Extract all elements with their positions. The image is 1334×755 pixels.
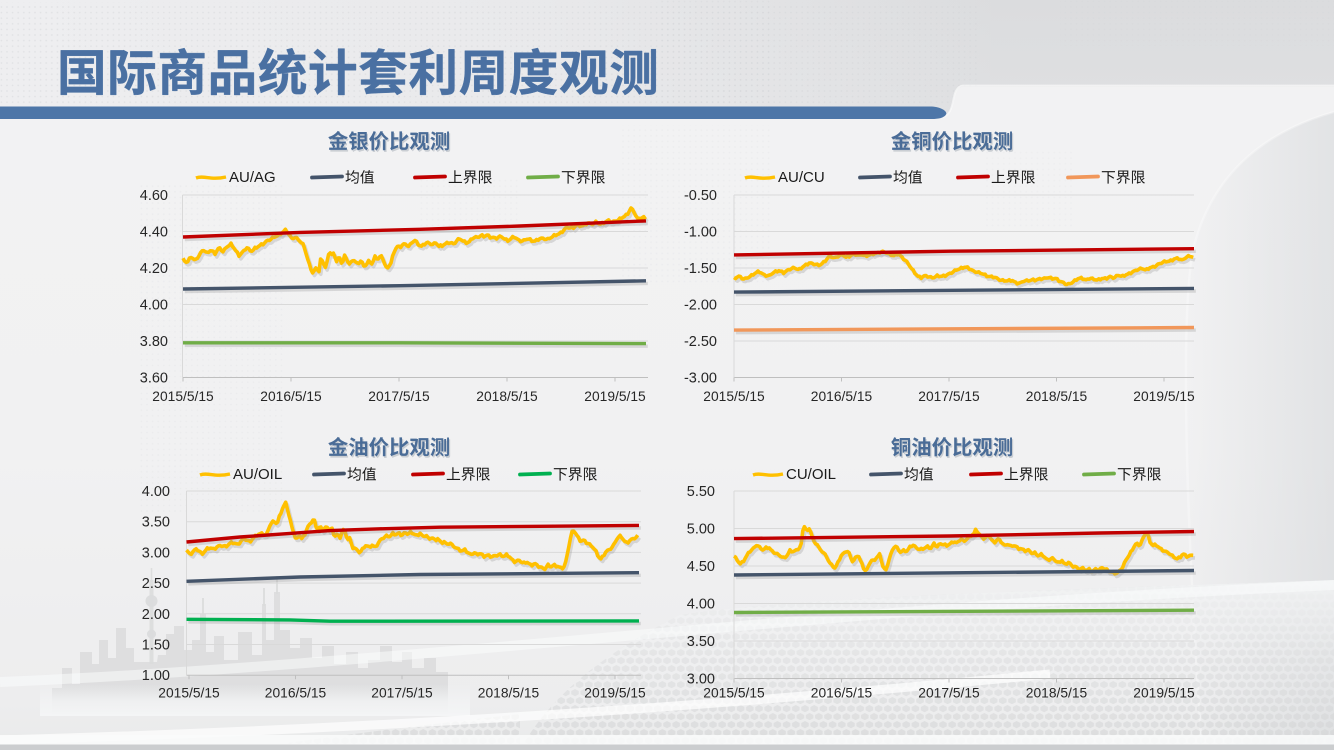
svg-text:4.20: 4.20 [140, 261, 168, 277]
svg-text:2015/5/15: 2015/5/15 [703, 686, 765, 701]
svg-text:2015/5/15: 2015/5/15 [703, 389, 765, 404]
svg-text:2019/5/15: 2019/5/15 [1133, 686, 1195, 701]
svg-text:2015/5/15: 2015/5/15 [152, 389, 214, 404]
svg-text:2019/5/15: 2019/5/15 [1133, 389, 1195, 404]
svg-text:3.50: 3.50 [687, 634, 715, 650]
svg-text:-1.50: -1.50 [684, 261, 717, 277]
svg-text:1.00: 1.00 [142, 668, 170, 684]
svg-text:2018/5/15: 2018/5/15 [1026, 686, 1088, 701]
svg-text:4.00: 4.00 [140, 298, 168, 314]
svg-text:-3.00: -3.00 [684, 371, 717, 387]
svg-text:2017/5/15: 2017/5/15 [368, 389, 430, 404]
svg-text:1.50: 1.50 [142, 638, 170, 654]
svg-text:2016/5/15: 2016/5/15 [811, 389, 873, 404]
svg-text:3.50: 3.50 [142, 515, 170, 531]
svg-text:2017/5/15: 2017/5/15 [918, 686, 980, 701]
svg-text:2.00: 2.00 [142, 607, 170, 623]
svg-text:2016/5/15: 2016/5/15 [811, 686, 873, 701]
svg-text:-2.50: -2.50 [684, 334, 717, 350]
svg-text:4.00: 4.00 [687, 597, 715, 613]
svg-text:2019/5/15: 2019/5/15 [584, 389, 646, 404]
svg-text:-0.50: -0.50 [684, 188, 717, 204]
svg-text:2015/5/15: 2015/5/15 [158, 686, 220, 701]
svg-text:4.40: 4.40 [140, 225, 168, 241]
svg-text:3.80: 3.80 [140, 334, 168, 350]
svg-text:-1.00: -1.00 [684, 225, 717, 241]
svg-text:2018/5/15: 2018/5/15 [478, 686, 540, 701]
svg-text:2017/5/15: 2017/5/15 [371, 686, 433, 701]
svg-text:CU/OIL: CU/OIL [786, 466, 836, 483]
svg-text:3.00: 3.00 [142, 545, 170, 561]
svg-text:2016/5/15: 2016/5/15 [265, 686, 327, 701]
svg-text:2.50: 2.50 [142, 576, 170, 592]
svg-text:5.00: 5.00 [687, 522, 715, 538]
svg-text:-2.00: -2.00 [684, 298, 717, 314]
svg-text:2019/5/15: 2019/5/15 [584, 686, 646, 701]
svg-text:4.50: 4.50 [687, 559, 715, 575]
svg-text:3.00: 3.00 [687, 672, 715, 688]
svg-text:AU/OIL: AU/OIL [233, 466, 282, 483]
svg-text:4.00: 4.00 [142, 484, 170, 500]
svg-text:AU/AG: AU/AG [229, 169, 276, 186]
svg-text:2016/5/15: 2016/5/15 [260, 389, 322, 404]
svg-text:AU/CU: AU/CU [778, 169, 825, 186]
svg-text:2018/5/15: 2018/5/15 [1026, 389, 1088, 404]
svg-text:3.60: 3.60 [140, 371, 168, 387]
svg-text:4.60: 4.60 [140, 188, 168, 204]
svg-text:5.50: 5.50 [687, 484, 715, 500]
svg-text:2018/5/15: 2018/5/15 [476, 389, 538, 404]
svg-text:2017/5/15: 2017/5/15 [918, 389, 980, 404]
